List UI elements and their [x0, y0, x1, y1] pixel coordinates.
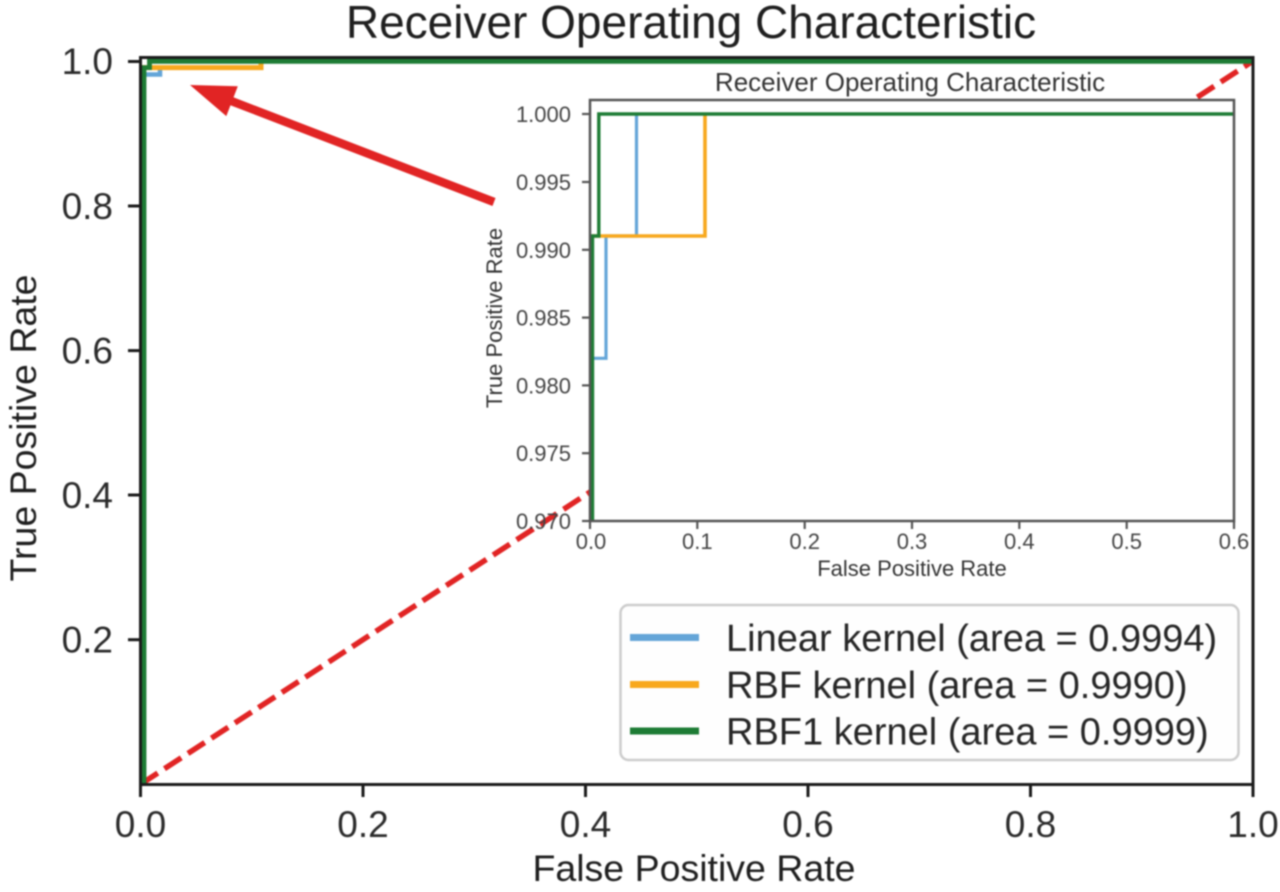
svg-text:False Positive Rate: False Positive Rate [817, 556, 1007, 581]
svg-text:0.0: 0.0 [115, 804, 166, 845]
svg-text:0.1: 0.1 [682, 529, 713, 554]
svg-text:1.0: 1.0 [62, 41, 113, 82]
svg-text:0.3: 0.3 [897, 529, 928, 554]
svg-text:RBF1 kernel (area = 0.9999): RBF1 kernel (area = 0.9999) [726, 712, 1209, 754]
svg-text:True Positive Rate: True Positive Rate [482, 228, 507, 408]
svg-text:0.990: 0.990 [516, 238, 571, 263]
svg-text:0.2: 0.2 [62, 620, 113, 661]
svg-text:0.4: 0.4 [1004, 529, 1035, 554]
svg-text:0.975: 0.975 [516, 441, 571, 466]
svg-text:0.0: 0.0 [576, 529, 607, 554]
svg-text:Receiver Operating Characteris: Receiver Operating Characteristic [346, 0, 1036, 48]
svg-text:0.2: 0.2 [789, 529, 820, 554]
svg-text:0.8: 0.8 [62, 186, 113, 227]
svg-text:0.4: 0.4 [560, 804, 611, 845]
svg-text:0.985: 0.985 [516, 306, 571, 331]
svg-text:Linear kernel (area = 0.9994): Linear kernel (area = 0.9994) [726, 618, 1217, 660]
svg-text:RBF kernel (area = 0.9990): RBF kernel (area = 0.9990) [726, 665, 1188, 707]
svg-text:0.6: 0.6 [62, 331, 113, 372]
svg-text:0.6: 0.6 [1219, 529, 1250, 554]
svg-text:False Positive Rate: False Positive Rate [532, 847, 855, 889]
svg-text:0.970: 0.970 [516, 509, 571, 534]
svg-text:0.4: 0.4 [62, 475, 113, 516]
svg-text:0.980: 0.980 [516, 373, 571, 398]
svg-text:0.6: 0.6 [782, 804, 833, 845]
svg-text:0.995: 0.995 [516, 170, 571, 195]
svg-text:Receiver Operating Characteris: Receiver Operating Characteristic [715, 67, 1105, 97]
svg-text:1.0: 1.0 [1227, 804, 1278, 845]
svg-text:1.000: 1.000 [516, 102, 571, 127]
svg-text:0.8: 0.8 [1005, 804, 1056, 845]
svg-text:0.2: 0.2 [337, 804, 388, 845]
svg-text:True Positive Rate: True Positive Rate [2, 274, 44, 581]
svg-text:0.5: 0.5 [1111, 529, 1142, 554]
